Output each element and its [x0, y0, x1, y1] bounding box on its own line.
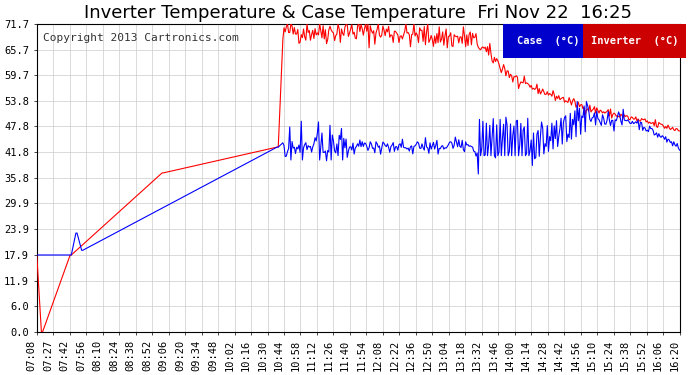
- Text: Case  (°C): Case (°C): [517, 36, 579, 46]
- FancyBboxPatch shape: [583, 24, 686, 58]
- Text: Inverter  (°C): Inverter (°C): [591, 36, 678, 46]
- Text: Copyright 2013 Cartronics.com: Copyright 2013 Cartronics.com: [43, 33, 239, 43]
- FancyBboxPatch shape: [503, 24, 593, 58]
- Title: Inverter Temperature & Case Temperature  Fri Nov 22  16:25: Inverter Temperature & Case Temperature …: [84, 4, 632, 22]
